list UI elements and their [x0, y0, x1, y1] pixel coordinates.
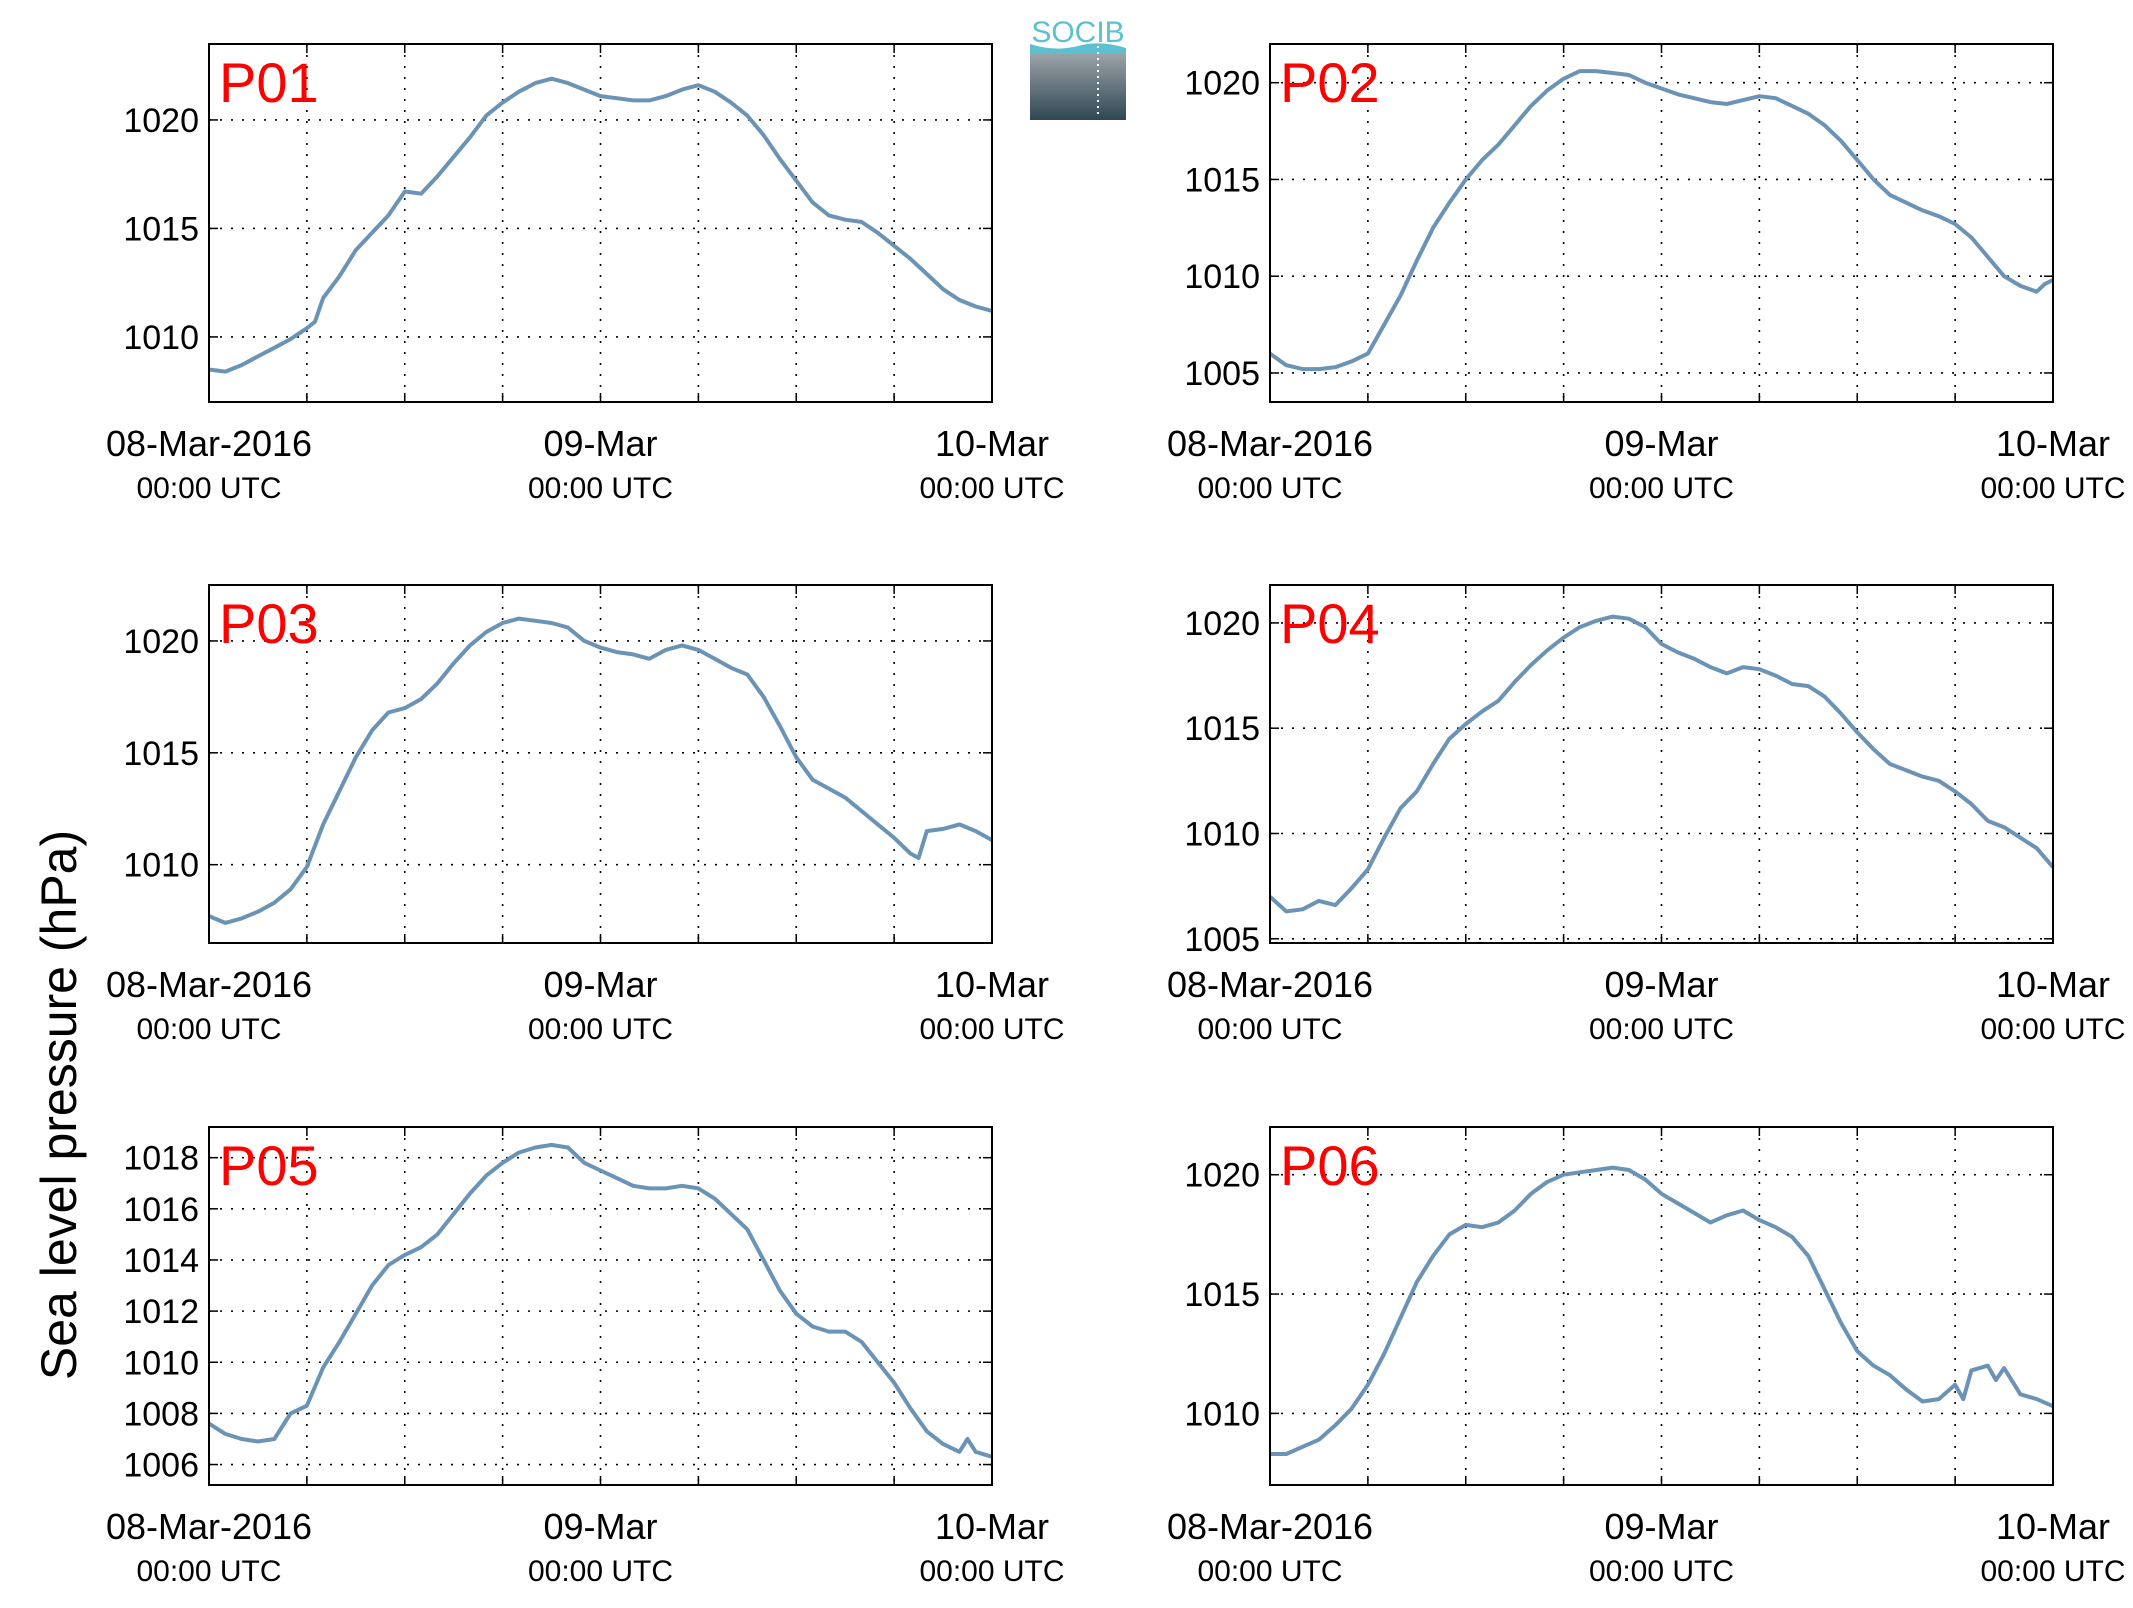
y-tick-label: 1010 [123, 847, 199, 885]
series-line-p02 [1268, 69, 2054, 372]
y-tick-label: 1010 [1184, 258, 1260, 296]
x-tick-label-time: 00:00 UTC [1589, 472, 1734, 505]
panel-p04: 1005 1010 1015 1020 P04 08-Mar-2016 00:00 UTC 0… [1167, 584, 2126, 1046]
y-tick-label: 1010 [1184, 815, 1260, 853]
y-tick-label: 1020 [1184, 65, 1260, 103]
x-tick-label-date: 08-Mar-2016 [106, 1506, 312, 1547]
y-tick-label: 1020 [1184, 1157, 1260, 1195]
socib-logo: SOCIB [1030, 16, 1126, 120]
panel-label: P05 [219, 1134, 319, 1197]
series-line-p06 [1270, 1165, 2054, 1456]
y-tick-label: 1020 [1184, 605, 1260, 643]
x-tick-label-time: 00:00 UTC [136, 472, 281, 505]
x-tick-label-date: 08-Mar-2016 [106, 964, 312, 1005]
y-tick-label: 1015 [123, 735, 199, 773]
series-line-p05 [207, 1142, 993, 1459]
socib-logo-block [1030, 54, 1126, 120]
axes-frame [1269, 584, 2054, 944]
y-tick-label: 1010 [1184, 1395, 1260, 1433]
x-tick-label-time: 00:00 UTC [1980, 1013, 2125, 1046]
series-line-p04 [1268, 614, 2055, 914]
x-tick-label-date: 10-Mar [1996, 1506, 2110, 1547]
series-line-p01 [208, 76, 993, 374]
x-tick-label-date: 10-Mar [935, 964, 1049, 1005]
y-tick-label: 1016 [123, 1191, 199, 1229]
y-tick-label: 1005 [1184, 355, 1260, 393]
x-tick-label-time: 00:00 UTC [528, 1555, 673, 1588]
series-line-p03 [208, 616, 993, 925]
x-tick-label-time: 00:00 UTC [1980, 472, 2125, 505]
panel-label: P06 [1280, 1134, 1380, 1197]
y-tick-label: 1008 [123, 1395, 199, 1433]
y-tick-label: 1015 [1184, 161, 1260, 199]
x-tick-label-time: 00:00 UTC [919, 1013, 1064, 1046]
x-tick-label-date: 09-Mar [543, 964, 657, 1005]
y-tick-label: 1015 [123, 210, 199, 248]
x-tick-label-date: 08-Mar-2016 [1167, 1506, 1373, 1547]
panel-p03: 1010 1015 1020 P03 08-Mar-2016 00:00 UTC 09-Ma… [106, 584, 1065, 1046]
x-tick-label-date: 09-Mar [1604, 423, 1718, 464]
y-tick-label: 1005 [1184, 921, 1260, 959]
axes-frame [208, 43, 993, 403]
y-tick-label: 1015 [1184, 1276, 1260, 1314]
y-axis-title: Sea level pressure (hPa) [20, 575, 87, 1380]
panel-p02: 1005 1010 1015 1020 P02 08-Mar-2016 00:00 UTC 0… [1167, 43, 2126, 505]
x-tick-label-date: 09-Mar [543, 1506, 657, 1547]
y-tick-label: 1010 [123, 1344, 199, 1382]
panel-label: P04 [1280, 592, 1380, 655]
y-tick-label: 1014 [123, 1242, 199, 1280]
y-tick-label: 1020 [123, 102, 199, 140]
x-tick-label-time: 00:00 UTC [528, 1013, 673, 1046]
y-tick-label: 1015 [1184, 710, 1260, 748]
panel-p06: 1010 1015 1020 P06 08-Mar-2016 00:00 UTC 09-Ma… [1167, 1126, 2126, 1588]
x-tick-label-time: 00:00 UTC [1589, 1013, 1734, 1046]
x-tick-label-time: 00:00 UTC [1197, 1555, 1342, 1588]
socib-logo-text: SOCIB [1031, 16, 1124, 49]
x-tick-label-time: 00:00 UTC [136, 1013, 281, 1046]
axes-frame [208, 584, 993, 944]
x-tick-label-date: 10-Mar [935, 423, 1049, 464]
y-tick-label: 1020 [123, 623, 199, 661]
x-tick-label-date: 10-Mar [1996, 964, 2110, 1005]
panel-label: P02 [1280, 51, 1380, 114]
x-tick-label-date: 08-Mar-2016 [1167, 964, 1373, 1005]
x-tick-label-time: 00:00 UTC [1197, 472, 1342, 505]
panel-label: P01 [219, 51, 319, 114]
x-tick-label-date: 09-Mar [1604, 964, 1718, 1005]
panel-label: P03 [219, 592, 319, 655]
x-tick-label-time: 00:00 UTC [919, 472, 1064, 505]
y-tick-label: 1006 [123, 1447, 199, 1485]
x-tick-label-date: 09-Mar [1604, 1506, 1718, 1547]
x-tick-label-time: 00:00 UTC [1197, 1013, 1342, 1046]
panel-p01: 1010 1015 1020 P01 08-Mar-2016 00:00 UTC 09-Ma… [106, 43, 1065, 505]
axes-frame [1269, 43, 2054, 403]
y-tick-label: 1010 [123, 319, 199, 357]
panel-p05: 1006 1008 1010 1012 1014 1016 1018 P05 08-Mar-20… [106, 1126, 1065, 1588]
x-tick-label-time: 00:00 UTC [919, 1555, 1064, 1588]
x-tick-label-date: 10-Mar [1996, 423, 2110, 464]
x-tick-label-date: 08-Mar-2016 [106, 423, 312, 464]
x-tick-label-date: 09-Mar [543, 423, 657, 464]
socib-logo-wave [1030, 43, 1126, 56]
x-tick-label-date: 10-Mar [935, 1506, 1049, 1547]
x-tick-label-time: 00:00 UTC [136, 1555, 281, 1588]
y-tick-label: 1018 [123, 1140, 199, 1178]
x-tick-label-time: 00:00 UTC [1980, 1555, 2125, 1588]
y-tick-label: 1012 [123, 1293, 199, 1331]
x-tick-label-time: 00:00 UTC [528, 472, 673, 505]
x-tick-label-date: 08-Mar-2016 [1167, 423, 1373, 464]
x-tick-label-time: 00:00 UTC [1589, 1555, 1734, 1588]
y-axis-title-text: Sea level pressure (hPa) [31, 829, 87, 1381]
axes-frame [1269, 1126, 2054, 1486]
axes-frame [208, 1126, 993, 1486]
